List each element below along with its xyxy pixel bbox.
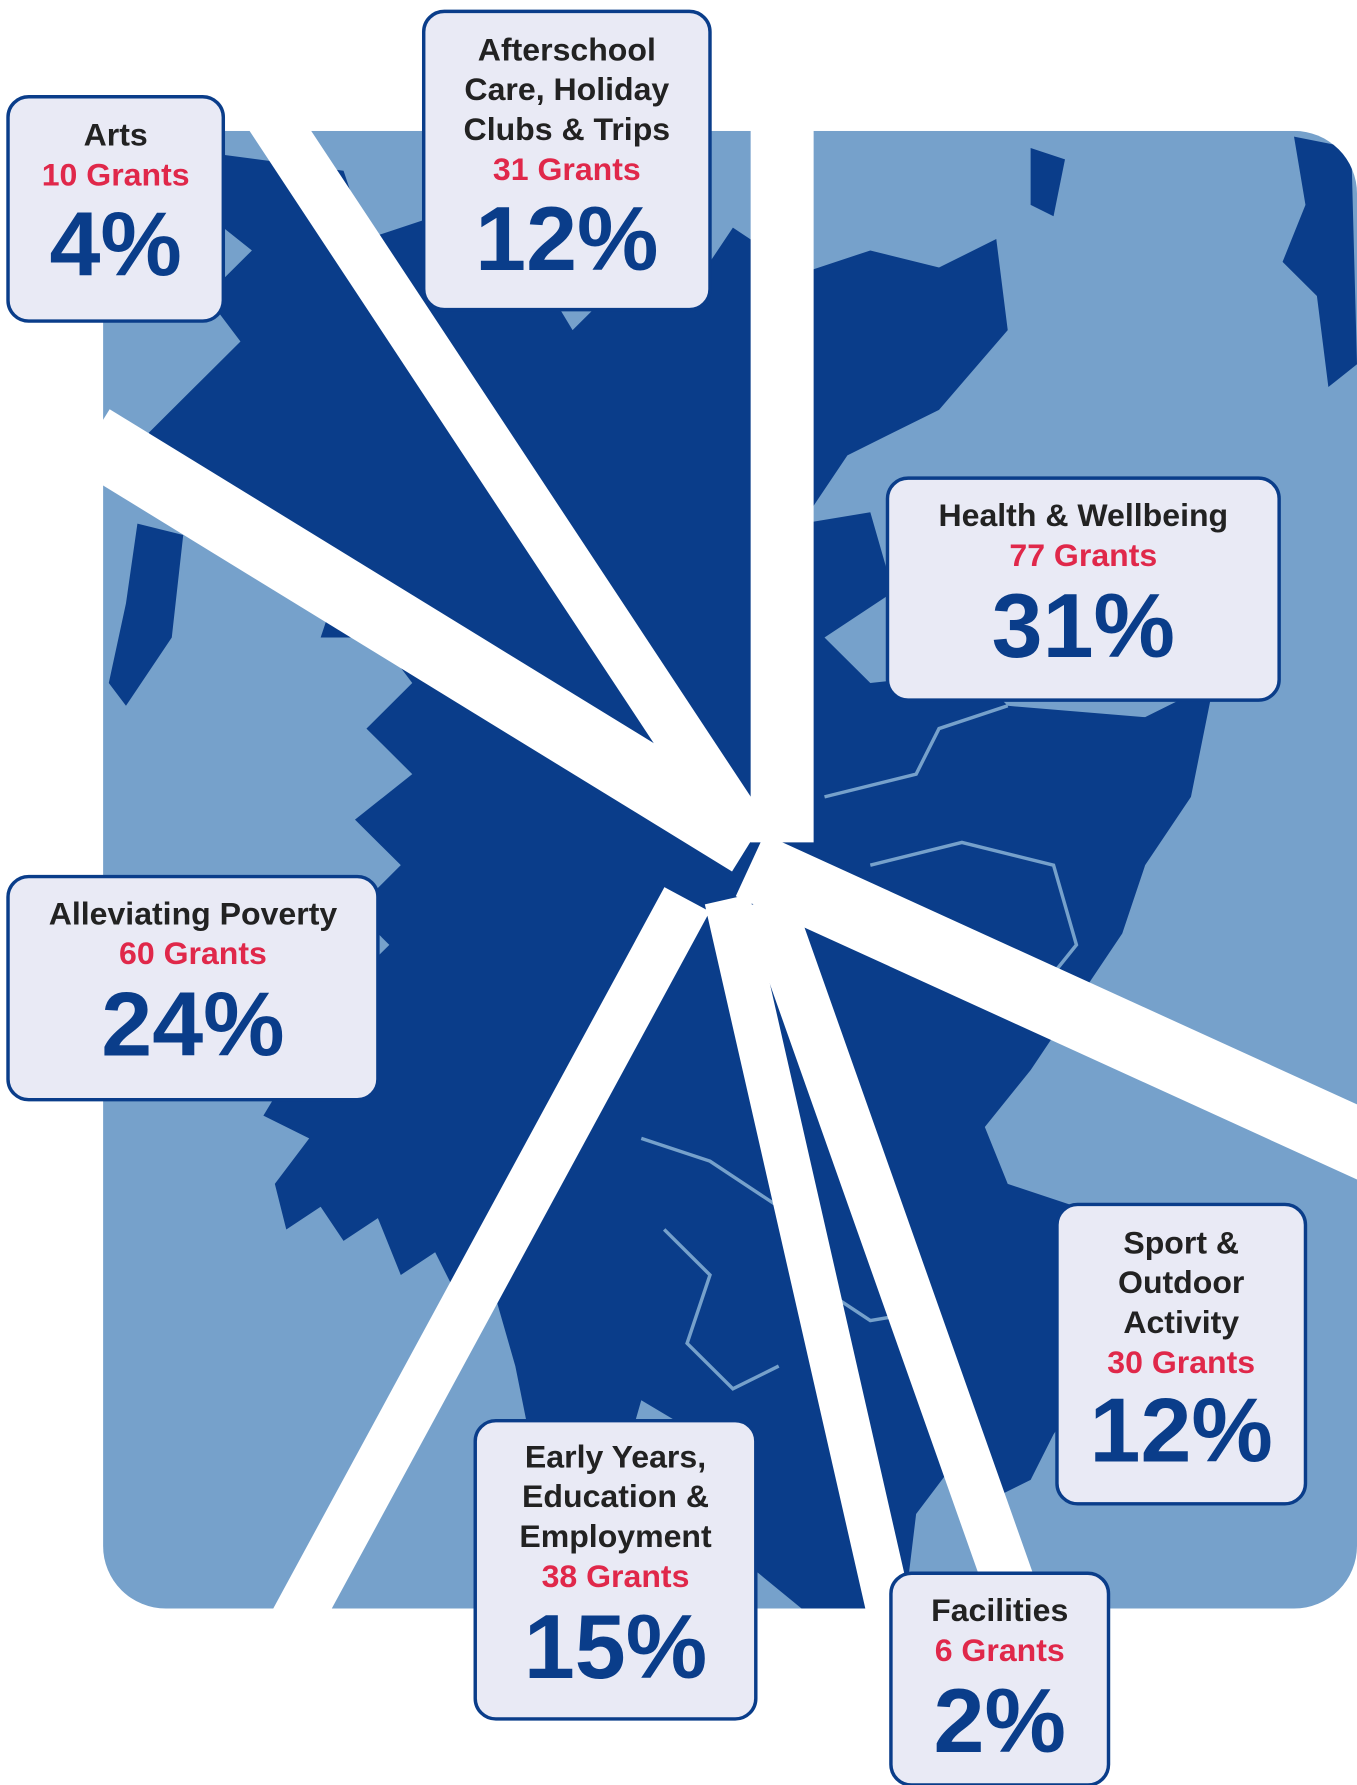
percentage: 12% (1090, 1380, 1273, 1482)
gap (735, 834, 1357, 1180)
gap (73, 409, 769, 872)
percentage: 24% (101, 974, 284, 1076)
category-title: Care, Holiday (464, 71, 669, 107)
category-title: Clubs & Trips (464, 111, 671, 147)
category-box: Early Years, Education & Employment 38 Gran… (473, 1419, 758, 1721)
percentage: 4% (49, 194, 181, 296)
box (1055, 1202, 1308, 1506)
gap (269, 887, 710, 1641)
percentage: 12% (475, 188, 658, 290)
box (889, 1571, 1111, 1785)
borders (824, 704, 1009, 799)
category-title: Alleviating Poverty (49, 895, 338, 931)
map (103, 130, 1357, 1609)
box (6, 95, 226, 323)
category-title: Activity (1123, 1304, 1239, 1340)
category-title: Arts (84, 117, 148, 153)
grant-count: 60 Grants (119, 935, 267, 971)
island (1030, 147, 1065, 217)
grant-count: 6 Grants (935, 1632, 1065, 1668)
box (6, 874, 380, 1102)
percentage: 31% (992, 575, 1175, 677)
gaps (73, 99, 1357, 1641)
land (148, 147, 1214, 1609)
category-title: Outdoor (1118, 1264, 1244, 1300)
category-title: Early Years, (525, 1438, 706, 1474)
category-title: Sport & (1123, 1224, 1239, 1260)
grant-count: 10 Grants (42, 157, 190, 193)
grant-count: 38 Grants (542, 1558, 690, 1594)
category-title: Facilities (931, 1592, 1068, 1628)
category-title: Education & (522, 1478, 709, 1514)
gap (247, 99, 772, 857)
borders (869, 840, 1079, 1003)
percentage: 15% (524, 1596, 707, 1698)
box (421, 9, 712, 312)
percentage: 2% (934, 1670, 1066, 1772)
gap (742, 890, 1050, 1637)
borders (662, 1228, 780, 1391)
grant-count: 30 Grants (1107, 1344, 1255, 1380)
grant-count: 31 Grants (493, 151, 641, 187)
category-title: Employment (519, 1518, 712, 1554)
category-title: Afterschool (478, 31, 656, 67)
box (885, 476, 1281, 702)
island (1282, 136, 1357, 388)
gap (704, 894, 916, 1633)
grant-count: 77 Grants (1009, 537, 1157, 573)
island (108, 523, 184, 706)
category-title: Health & Wellbeing (938, 497, 1228, 533)
category-box: Afterschool Care, Holiday Clubs & Trips 31 … (421, 9, 712, 312)
box (473, 1419, 758, 1721)
